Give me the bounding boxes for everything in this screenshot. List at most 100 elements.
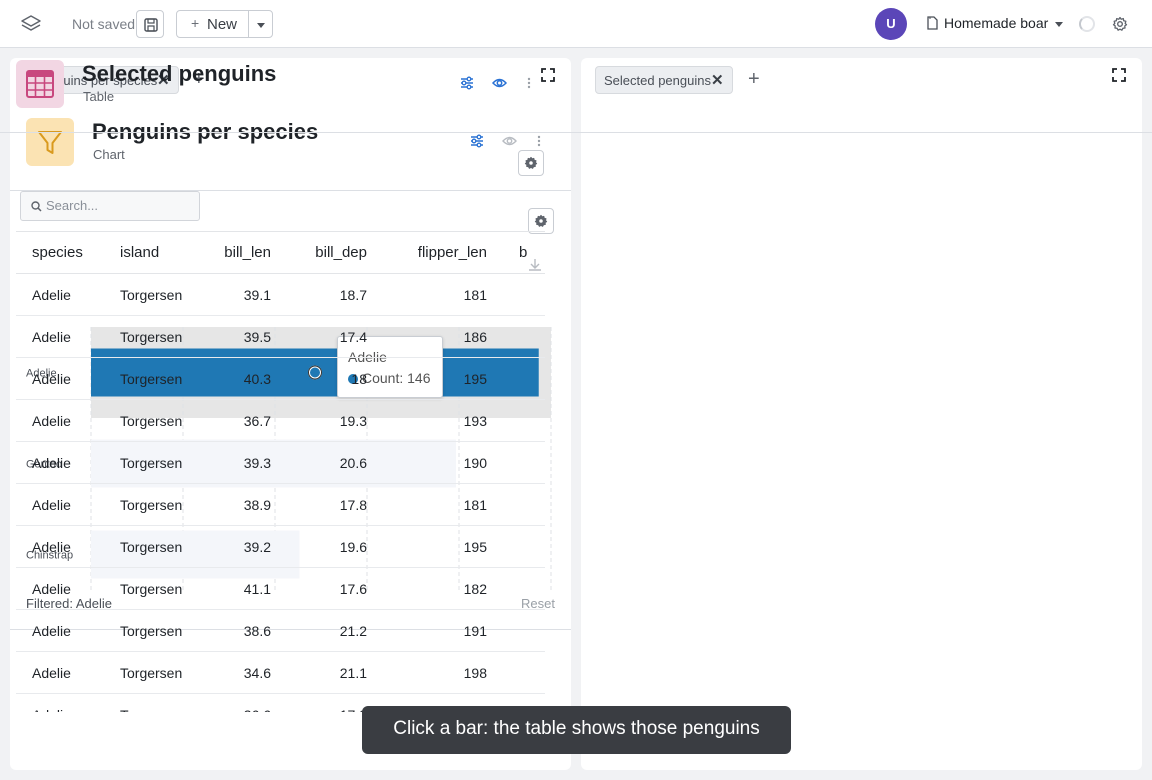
table-cell: 39.3 xyxy=(204,441,287,484)
panel-title: Penguins per species xyxy=(92,119,319,144)
sliders-icon[interactable] xyxy=(460,76,474,95)
column-header[interactable]: flipper_len xyxy=(383,231,503,274)
eye-icon[interactable] xyxy=(502,134,517,153)
panel-subtitle: Chart xyxy=(93,147,125,162)
table-cell: Torgersen xyxy=(104,693,204,712)
table-cell: 193 xyxy=(383,399,503,442)
table-cell: 17.6 xyxy=(287,567,383,610)
table-cell: 19.6 xyxy=(287,525,383,568)
chevron-down-icon xyxy=(1055,22,1063,27)
table-cell: 38.9 xyxy=(204,483,287,526)
table-row[interactable]: Adelie Torgersen 40.3 18 195 xyxy=(16,357,545,400)
table-cell: 38.6 xyxy=(204,609,287,652)
table-cell: 19.3 xyxy=(287,399,383,442)
table-row[interactable]: Adelie Torgersen 41.1 17.6 182 xyxy=(16,567,545,610)
table-cell: 195 xyxy=(383,525,503,568)
column-header[interactable]: island xyxy=(104,231,204,274)
search-field[interactable] xyxy=(20,191,200,221)
table-cell: Torgersen xyxy=(104,399,204,442)
avatar[interactable]: U xyxy=(875,8,907,40)
table-cell xyxy=(503,273,545,316)
table-cell: Adelie xyxy=(16,315,104,358)
table-row[interactable]: Adelie Torgersen 39.1 18.7 181 xyxy=(16,273,545,316)
chart-type-icon xyxy=(26,118,74,166)
table-cell: 21.2 xyxy=(287,609,383,652)
table-cell: 40.3 xyxy=(204,357,287,400)
table-cell: Adelie xyxy=(16,441,104,484)
expand-icon[interactable] xyxy=(541,68,555,87)
table-cell: Adelie xyxy=(16,273,104,316)
table-cell: Adelie xyxy=(16,693,104,712)
table-row[interactable]: Adelie Torgersen 34.6 21.1 198 xyxy=(16,651,545,694)
column-header[interactable]: b xyxy=(503,231,545,274)
table-row[interactable]: Adelie Torgersen 39.3 20.6 190 xyxy=(16,441,545,484)
table-cell xyxy=(503,525,545,568)
table-cell: Adelie xyxy=(16,399,104,442)
table-cell: 20.6 xyxy=(287,441,383,484)
document-icon xyxy=(927,16,938,30)
add-tab-button[interactable]: + xyxy=(748,68,760,90)
table-row[interactable]: Adelie Torgersen 39.2 19.6 195 xyxy=(16,525,545,568)
close-icon[interactable]: ✕ xyxy=(711,72,724,89)
more-icon[interactable] xyxy=(537,134,541,153)
close-icon[interactable]: ✕ xyxy=(157,72,170,89)
table-cell: 18 xyxy=(287,357,383,400)
table-settings-button[interactable] xyxy=(518,150,544,176)
search-input[interactable] xyxy=(46,198,196,213)
new-button-label: New xyxy=(207,16,238,33)
table-cell: 181 xyxy=(383,483,503,526)
tab-label: Penguins per species xyxy=(33,73,158,88)
data-table: species island bill_len bill_dep flipper_len… xyxy=(16,231,545,712)
table-cell: 36.6 xyxy=(204,693,287,712)
column-header[interactable]: species xyxy=(16,231,104,274)
table-cell: 34.6 xyxy=(204,651,287,694)
table-cell: Torgersen xyxy=(104,441,204,484)
table-cell: Torgersen xyxy=(104,315,204,358)
table-cell: 182 xyxy=(383,567,503,610)
add-tab-button[interactable]: + xyxy=(193,68,205,90)
table-cell xyxy=(503,609,545,652)
table-cell: Torgersen xyxy=(104,567,204,610)
loading-spinner-icon xyxy=(1079,16,1095,32)
settings-icon[interactable] xyxy=(1112,16,1128,37)
table-cell: 191 xyxy=(383,609,503,652)
table-cell xyxy=(503,315,545,358)
table-cell xyxy=(503,357,545,400)
save-icon xyxy=(144,18,158,32)
table-cell xyxy=(503,441,545,484)
save-button[interactable] xyxy=(136,10,164,38)
sliders-icon[interactable] xyxy=(470,134,484,153)
tab-label: Selected penguins xyxy=(604,73,711,88)
table-cell: 186 xyxy=(383,315,503,358)
table-cell: 195 xyxy=(383,357,503,400)
table-row[interactable]: Adelie Torgersen 38.6 21.2 191 xyxy=(16,609,545,652)
table-cell: 198 xyxy=(383,651,503,694)
table-cell: Adelie xyxy=(16,357,104,400)
column-header[interactable]: bill_len xyxy=(204,231,287,274)
table-cell: Torgersen xyxy=(104,609,204,652)
table-cell: 21.1 xyxy=(287,651,383,694)
board-name: Homemade boar xyxy=(944,15,1049,31)
new-button[interactable]: + New xyxy=(176,10,249,38)
table-cell: 190 xyxy=(383,441,503,484)
table-cell: Adelie xyxy=(16,567,104,610)
new-dropdown-button[interactable] xyxy=(248,10,273,38)
expand-icon[interactable] xyxy=(1112,68,1126,87)
table-row[interactable]: Adelie Torgersen 39.5 17.4 186 xyxy=(16,315,545,358)
table-row[interactable]: Adelie Torgersen 38.9 17.8 181 xyxy=(16,483,545,526)
table-cell: Adelie xyxy=(16,651,104,694)
tab-selected-penguins[interactable]: Selected penguins ✕ xyxy=(595,66,733,94)
table-cell: 17.8 xyxy=(287,483,383,526)
table-cell xyxy=(503,651,545,694)
header-divider xyxy=(10,190,571,191)
chart-settings-button[interactable] xyxy=(528,208,554,234)
table-row[interactable]: Adelie Torgersen 36.7 19.3 193 xyxy=(16,399,545,442)
more-icon[interactable] xyxy=(527,76,531,95)
column-header[interactable]: bill_dep xyxy=(287,231,383,274)
eye-icon[interactable] xyxy=(491,76,508,95)
layers-icon[interactable] xyxy=(20,13,42,35)
table-cell: Adelie xyxy=(16,609,104,652)
plus-icon: + xyxy=(191,15,200,31)
table-cell: Torgersen xyxy=(104,357,204,400)
table-cell: Torgersen xyxy=(104,483,204,526)
